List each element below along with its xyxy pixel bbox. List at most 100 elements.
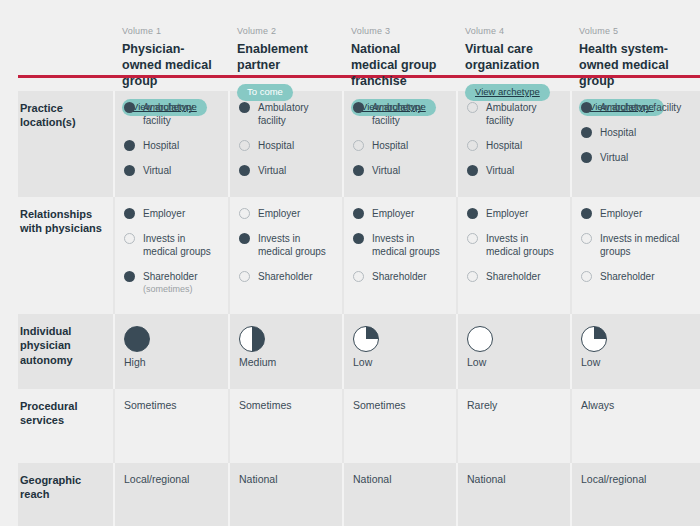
cell-relationships-with-physicians-volume-5: Employer Invests in medical groups Shareho… — [570, 197, 700, 314]
bullet-empty-icon — [467, 233, 478, 244]
cell-individual-physician-autonomy-volume-4: Low — [456, 314, 570, 389]
bullet-filled-icon — [124, 208, 135, 219]
cell-value: Local/regional — [581, 473, 694, 485]
bullet-filled-icon — [124, 165, 135, 176]
row-relationships-with-physicians: Relationships with physiciansEmployerInv… — [18, 197, 700, 314]
bullet-filled-icon — [581, 208, 592, 219]
bullet-label: Shareholder — [372, 270, 426, 283]
cell-value: Sometimes — [353, 399, 450, 411]
bullet-label: Hospital — [372, 139, 408, 152]
bullet-text-wrap: Hospital — [143, 139, 179, 152]
bullet-text-wrap: Employer — [143, 207, 185, 220]
bullet-text-wrap: Invests in medical groups — [486, 232, 564, 258]
bullet-text-wrap: Virtual — [143, 164, 171, 177]
cell-individual-physician-autonomy-volume-5: Low — [570, 314, 700, 389]
bullet-item: Employer — [124, 207, 222, 220]
bullet-item: Hospital — [581, 126, 694, 139]
cell-procedural-services-volume-5: Always — [570, 389, 700, 463]
row-individual-physician-autonomy: Individual physician autonomyHighMediumL… — [18, 314, 700, 389]
cell-value: National — [353, 473, 450, 485]
volume-label: Volume 1 — [122, 26, 218, 36]
cell-value: National — [239, 473, 336, 485]
bullet-filled-icon — [353, 233, 364, 244]
bullet-empty-icon — [239, 140, 250, 151]
bullet-empty-icon — [124, 233, 135, 244]
bullet-label: Invests in medical groups — [486, 232, 564, 258]
bullet-text-wrap: Hospital — [600, 126, 636, 139]
autonomy-pie-icon — [581, 326, 607, 352]
bullet-item: Ambulatory facility — [581, 101, 694, 114]
cell-practice-location-s-volume-1: Ambulatory facility Hospital Virtual — [113, 91, 228, 197]
bullet-label: Invests in medical groups — [600, 232, 694, 258]
bullet-text-wrap: Virtual — [486, 164, 514, 177]
bullet-text-wrap: Shareholder(sometimes) — [143, 270, 197, 294]
cell-procedural-services-volume-3: Sometimes — [342, 389, 456, 463]
bullet-text-wrap: Ambulatory facility — [258, 101, 336, 127]
row-label: Procedural services — [18, 389, 113, 463]
cell-procedural-services-volume-1: Sometimes — [113, 389, 228, 463]
bullet-filled-icon — [581, 127, 592, 138]
bullet-label: Invests in medical groups — [372, 232, 450, 258]
bullet-item: Employer — [467, 207, 564, 220]
bullet-label: Virtual — [143, 164, 171, 177]
bullet-item: Employer — [581, 207, 694, 220]
autonomy-level-label: Low — [353, 356, 450, 368]
volume-label: Volume 4 — [465, 26, 560, 36]
bullet-text-wrap: Shareholder — [600, 270, 654, 283]
bullet-filled-icon — [353, 165, 364, 176]
cell-value: Sometimes — [124, 399, 222, 411]
bullet-filled-icon — [239, 102, 250, 113]
bullet-label: Virtual — [372, 164, 400, 177]
bullet-item: Shareholder — [353, 270, 450, 283]
cell-geographic-reach-volume-3: National — [342, 463, 456, 526]
cell-individual-physician-autonomy-volume-1: High — [113, 314, 228, 389]
bullet-label: Hospital — [600, 126, 636, 139]
cell-geographic-reach-volume-4: National — [456, 463, 570, 526]
bullet-item: Virtual — [467, 164, 564, 177]
bullet-label: Ambulatory facility — [600, 101, 681, 114]
bullet-text-wrap: Employer — [372, 207, 414, 220]
bullet-filled-icon — [239, 165, 250, 176]
cell-value: Always — [581, 399, 694, 411]
bullet-text-wrap: Invests in medical groups — [600, 232, 694, 258]
archetype-title: Virtual care organization — [465, 41, 560, 74]
bullet-item: Employer — [353, 207, 450, 220]
bullet-label: Shareholder — [486, 270, 540, 283]
bullet-label: Invests in medical groups — [258, 232, 336, 258]
cell-value: Sometimes — [239, 399, 336, 411]
archetype-title: National medical group franchise — [351, 41, 446, 89]
cell-relationships-with-physicians-volume-1: Employer Invests in medical groups Shareho… — [113, 197, 228, 314]
autonomy-pie-icon — [467, 326, 493, 352]
cell-procedural-services-volume-2: Sometimes — [228, 389, 342, 463]
bullet-filled-icon — [239, 233, 250, 244]
bullet-item: Hospital — [353, 139, 450, 152]
cell-value: Rarely — [467, 399, 564, 411]
row-geographic-reach: Geographic reach Local/regional National Na… — [18, 463, 700, 526]
bullet-label: Employer — [600, 207, 642, 220]
bullet-text-wrap: Ambulatory facility — [486, 101, 564, 127]
bullet-item: Virtual — [239, 164, 336, 177]
archetype-title: Physician-owned medical group — [122, 41, 218, 89]
bullet-text-wrap: Employer — [486, 207, 528, 220]
bullet-label: Ambulatory facility — [143, 101, 222, 127]
bullet-label: Virtual — [486, 164, 514, 177]
bullet-empty-icon — [239, 208, 250, 219]
bullet-text-wrap: Shareholder — [486, 270, 540, 283]
bullet-label: Shareholder — [600, 270, 654, 283]
row-label: Geographic reach — [18, 463, 113, 526]
bullet-label: Hospital — [143, 139, 179, 152]
bullet-label: Shareholder — [258, 270, 312, 283]
cell-individual-physician-autonomy-volume-3: Low — [342, 314, 456, 389]
bullet-item: Invests in medical groups — [239, 232, 336, 258]
autonomy-pie-icon — [124, 326, 150, 352]
bullet-empty-icon — [581, 233, 592, 244]
row-procedural-services: Procedural services Sometimes Sometimes Som… — [18, 389, 700, 463]
autonomy-pie-icon — [353, 326, 379, 352]
bullet-text-wrap: Invests in medical groups — [143, 232, 222, 258]
bullet-label: Employer — [372, 207, 414, 220]
bullet-empty-icon — [467, 102, 478, 113]
cell-practice-location-s-volume-4: Ambulatory facilityHospitalVirtual — [456, 91, 570, 197]
table-header: Volume 1Physician-owned medical groupVie… — [0, 0, 700, 75]
bullet-filled-icon — [124, 271, 135, 282]
cell-practice-location-s-volume-5: Ambulatory facilityHospitalVirtual — [570, 91, 700, 197]
